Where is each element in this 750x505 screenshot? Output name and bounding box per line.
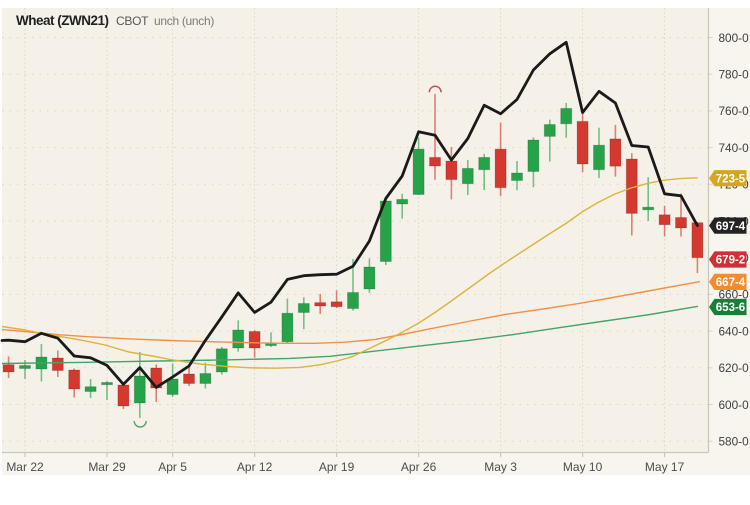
svg-text:600-0: 600-0: [719, 398, 750, 412]
svg-text:580-0: 580-0: [719, 435, 750, 449]
svg-text:723-5: 723-5: [716, 173, 746, 185]
svg-text:780-0: 780-0: [719, 68, 750, 82]
svg-text:CBOT: CBOT: [116, 14, 149, 28]
svg-text:660-0: 660-0: [719, 288, 750, 302]
svg-text:Mar 29: Mar 29: [88, 460, 126, 474]
svg-text:May 3: May 3: [484, 460, 517, 474]
svg-text:Apr 12: Apr 12: [237, 460, 273, 474]
svg-text:Wheat (ZWN21): Wheat (ZWN21): [16, 13, 109, 28]
svg-text:653-6: 653-6: [716, 302, 745, 314]
svg-text:Apr 19: Apr 19: [319, 460, 355, 474]
svg-text:May 10: May 10: [563, 460, 603, 474]
svg-text:unch (unch): unch (unch): [154, 14, 214, 28]
svg-text:May 17: May 17: [645, 460, 685, 474]
svg-text:640-0: 640-0: [719, 324, 750, 338]
svg-text:800-0: 800-0: [719, 31, 750, 45]
svg-text:697-4: 697-4: [716, 221, 746, 233]
svg-text:679-2: 679-2: [716, 255, 745, 267]
svg-text:740-0: 740-0: [719, 141, 750, 155]
svg-text:Mar 22: Mar 22: [6, 460, 44, 474]
svg-text:667-4: 667-4: [716, 277, 746, 289]
svg-text:Apr 5: Apr 5: [158, 460, 187, 474]
svg-text:Apr 26: Apr 26: [401, 460, 437, 474]
svg-text:620-0: 620-0: [719, 361, 750, 375]
svg-text:760-0: 760-0: [719, 104, 750, 118]
